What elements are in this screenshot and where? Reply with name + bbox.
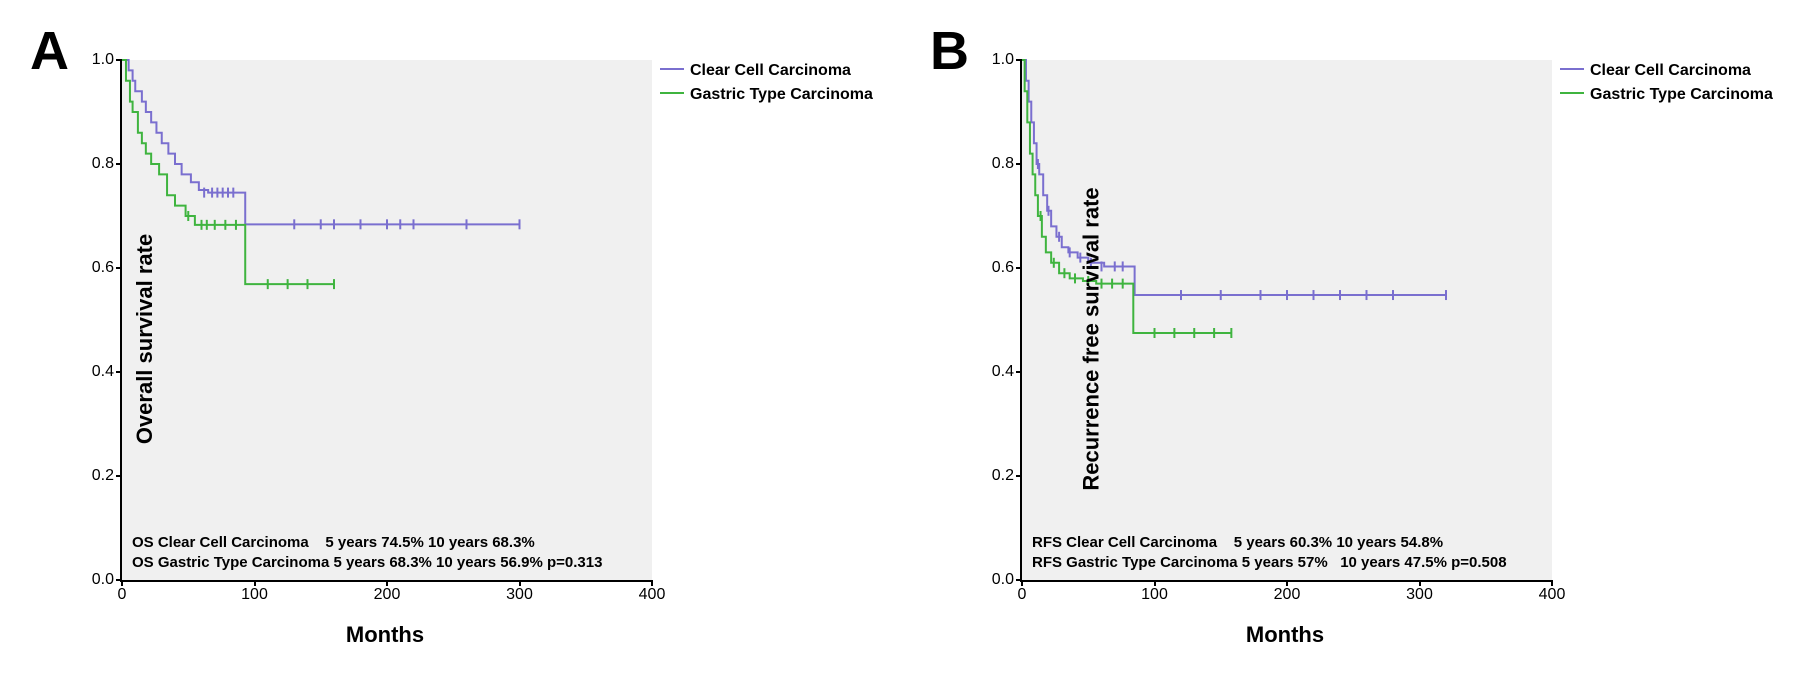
x-tick-label: 200	[374, 586, 401, 604]
x-tick-label: 0	[1018, 586, 1027, 604]
x-axis-label: Months	[120, 622, 650, 648]
panel-label: A	[30, 20, 69, 82]
x-axis-label: Months	[1020, 622, 1550, 648]
y-tick-label: 0.2	[92, 467, 114, 485]
y-tick-label: 0.0	[992, 571, 1014, 589]
annotation-text: RFS Clear Cell Carcinoma 5 years 60.3% 1…	[1032, 533, 1507, 572]
y-tick-label: 0.0	[92, 571, 114, 589]
km-curve	[1022, 60, 1231, 333]
y-tick-label: 0.8	[92, 155, 114, 173]
legend-swatch	[1560, 92, 1584, 106]
x-tick-label: 100	[1141, 586, 1168, 604]
y-tick-label: 0.8	[992, 155, 1014, 173]
legend-label: Gastric Type Carcinoma	[690, 86, 873, 104]
km-svg	[122, 60, 652, 580]
legend-item: Clear Cell Carcinoma	[660, 60, 873, 82]
legend-swatch	[660, 92, 684, 106]
y-tick-label: 0.6	[992, 259, 1014, 277]
x-tick-label: 400	[639, 586, 666, 604]
figure-container: A0.00.20.40.60.81.00100200300400OS Clear…	[20, 20, 1780, 658]
km-panel: A0.00.20.40.60.81.00100200300400OS Clear…	[20, 20, 880, 658]
legend: Clear Cell Carcinoma Gastric Type Carcino…	[1560, 60, 1773, 108]
legend-label: Clear Cell Carcinoma	[1590, 62, 1751, 80]
y-tick-label: 0.2	[992, 467, 1014, 485]
plot-area: 0.00.20.40.60.81.00100200300400OS Clear …	[120, 60, 652, 582]
y-tick-label: 1.0	[92, 51, 114, 69]
km-curve	[122, 60, 520, 224]
y-tick-label: 0.4	[992, 363, 1014, 381]
y-axis-label: Overall survival rate	[132, 234, 158, 444]
x-tick-label: 400	[1539, 586, 1566, 604]
km-panel: B 0.0 0.2 0.4 0.6 0.8 1.0 0 100 200 300 400 RFS Clea…	[920, 20, 1780, 658]
panel-label: B	[930, 20, 969, 82]
legend: Clear Cell Carcinoma Gastric Type Carcino…	[660, 60, 873, 108]
x-tick-label: 200	[1274, 586, 1301, 604]
legend-label: Clear Cell Carcinoma	[690, 62, 851, 80]
legend-item: Gastric Type Carcinoma	[660, 84, 873, 106]
y-tick-label: 1.0	[992, 51, 1014, 69]
y-tick-label: 0.4	[92, 363, 114, 381]
annotation-text: OS Clear Cell Carcinoma 5 years 74.5% 10…	[132, 533, 602, 572]
x-tick-label: 100	[241, 586, 268, 604]
legend-item: Gastric Type Carcinoma	[1560, 84, 1773, 106]
legend-swatch	[1560, 68, 1584, 82]
y-tick-label: 0.6	[92, 259, 114, 277]
legend-label: Gastric Type Carcinoma	[1590, 86, 1773, 104]
x-tick-label: 300	[1406, 586, 1433, 604]
x-tick-label: 0	[118, 586, 127, 604]
legend-item: Clear Cell Carcinoma	[1560, 60, 1773, 82]
legend-swatch	[660, 68, 684, 82]
y-axis-label: Recurrence free survival rate	[1079, 187, 1105, 490]
x-tick-label: 300	[506, 586, 533, 604]
